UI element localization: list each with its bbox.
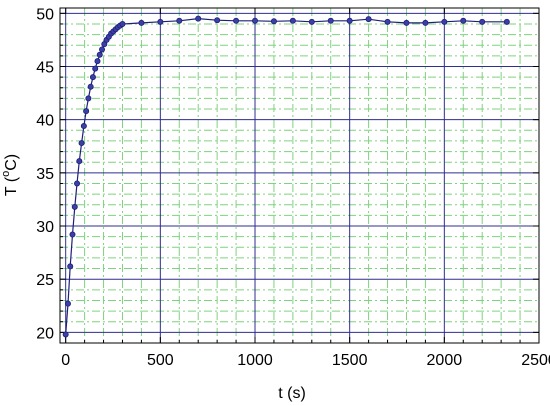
data-point (87, 83, 94, 90)
data-point (460, 17, 467, 24)
data-point (441, 18, 448, 25)
y-tick-labels: 20 25 30 35 40 45 50 (36, 6, 54, 342)
y-tick-label: 45 (36, 59, 54, 76)
data-point (83, 108, 90, 115)
x-tick-label: 500 (147, 352, 174, 369)
y-axis-title-suffix: C) (3, 154, 20, 171)
major-gridlines (60, 8, 540, 343)
x-tick-label: 2000 (427, 352, 463, 369)
data-point (270, 18, 277, 25)
y-tick-label: 50 (36, 6, 54, 23)
x-axis-title: t (s) (278, 385, 306, 402)
data-point (94, 58, 101, 65)
x-tick-label: 1500 (332, 352, 368, 369)
plot-frame (59, 7, 540, 344)
axis-ticks (60, 8, 540, 343)
data-point (252, 17, 259, 24)
x-tick-label: 1000 (237, 352, 273, 369)
y-tick-label: 30 (36, 219, 54, 236)
data-point (176, 17, 183, 24)
data-point (99, 46, 106, 53)
data-point (78, 140, 85, 147)
x-tick-label: 0 (61, 352, 70, 369)
data-point (308, 18, 315, 25)
data-point (74, 180, 81, 187)
data-point (92, 65, 99, 72)
data-point (365, 16, 372, 23)
y-axis-title-prefix: T ( (3, 176, 20, 196)
minor-gridlines (60, 8, 539, 343)
data-point (138, 19, 145, 26)
data-point (214, 17, 221, 24)
y-tick-label: 35 (36, 166, 54, 183)
data-point (69, 231, 76, 238)
data-point (157, 18, 164, 25)
data-point (119, 20, 126, 27)
data-point (71, 203, 78, 210)
y-tick-label: 20 (36, 325, 54, 342)
data-point (327, 17, 334, 24)
data-point (195, 15, 202, 22)
data-point (85, 95, 92, 102)
y-axis-title: T (oC) (0, 154, 20, 196)
series-group (62, 15, 510, 338)
data-point (233, 17, 240, 24)
data-point (422, 19, 429, 26)
data-point (479, 18, 486, 25)
data-point (96, 51, 103, 58)
y-tick-label: 25 (36, 272, 54, 289)
data-point (80, 123, 87, 130)
data-point (403, 19, 410, 26)
x-tick-labels: 0 500 1000 1500 2000 2500 (61, 352, 550, 369)
data-point (89, 74, 96, 81)
data-point (503, 18, 510, 25)
data-point (67, 263, 74, 270)
data-point (76, 158, 83, 165)
data-point (346, 17, 353, 24)
y-tick-label: 40 (36, 113, 54, 130)
data-point (62, 331, 69, 338)
y-axis-title-superscript: o (0, 171, 12, 177)
data-point (384, 18, 391, 25)
data-point (289, 17, 296, 24)
data-point (64, 300, 71, 307)
x-tick-label: 2500 (521, 352, 550, 369)
